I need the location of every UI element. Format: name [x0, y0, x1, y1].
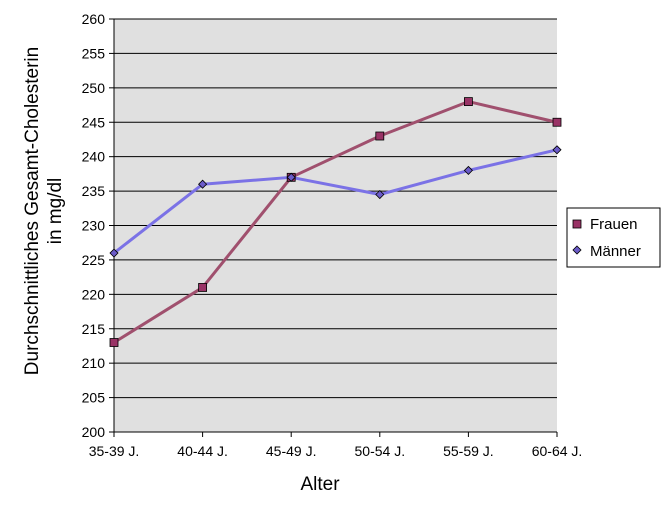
y-tick-label: 260: [82, 11, 106, 27]
x-tick-label: 50-54 J.: [355, 443, 406, 459]
y-tick-label: 225: [82, 252, 106, 268]
y-tick-label: 230: [82, 218, 106, 234]
y-tick-label: 205: [82, 390, 106, 406]
x-tick-label: 35-39 J.: [89, 443, 140, 459]
gridlines: [114, 18, 557, 433]
y-tick-label: 210: [82, 355, 106, 371]
data-point-maenner: [286, 172, 296, 182]
series-line-frauen: [113, 100, 558, 344]
y-tick-label: 235: [82, 183, 106, 199]
x-tick-label: 40-44 J.: [177, 443, 228, 459]
y-tick-label: 220: [82, 286, 106, 302]
legend-marker-frauen: [572, 219, 582, 229]
data-point-maenner: [463, 165, 473, 175]
data-point-maenner: [552, 145, 562, 155]
data-point-frauen: [375, 131, 385, 141]
x-axis: 35-39 J. 40-44 J. 45-49 J. 50-54 J. 55-59 J.…: [89, 431, 583, 459]
x-tick-label: 45-49 J.: [266, 443, 317, 459]
y-axis-title-line-1: Durchschnittliches Gesamt-Cholesterin: [22, 47, 43, 375]
y-tick-label: 255: [82, 45, 106, 61]
data-point-frauen: [109, 338, 119, 347]
y-tick-label: 245: [82, 114, 106, 130]
y-tick-label: 215: [82, 321, 106, 337]
data-point-frauen: [198, 283, 208, 292]
data-point-maenner: [198, 179, 208, 189]
x-axis-title: Alter: [300, 474, 340, 495]
series: [109, 97, 562, 347]
data-point-frauen: [463, 97, 473, 106]
y-tick-label: 240: [82, 149, 106, 165]
y-axis-title-line-2: in mg/dl: [45, 178, 66, 245]
data-point-maenner: [109, 248, 119, 258]
legend-label-maenner: Männer: [590, 243, 641, 260]
legend-label-frauen: Frauen: [590, 216, 638, 233]
y-tick-label: 200: [82, 424, 106, 440]
y-tick-label: 250: [82, 80, 106, 96]
data-point-frauen: [552, 117, 562, 127]
series-line-männer: [113, 148, 558, 255]
data-point-maenner: [375, 189, 385, 200]
legend-box: [566, 207, 661, 268]
x-tick-label: 55-59 J.: [443, 443, 494, 459]
legend: Frauen Männer: [566, 207, 661, 268]
legend-marker-maenner: [572, 245, 582, 255]
y-axis: 200 205 210 215 220 225 230 235 240 245 250 255 260: [82, 11, 115, 440]
x-tick-label: 60-64 J.: [532, 443, 583, 459]
